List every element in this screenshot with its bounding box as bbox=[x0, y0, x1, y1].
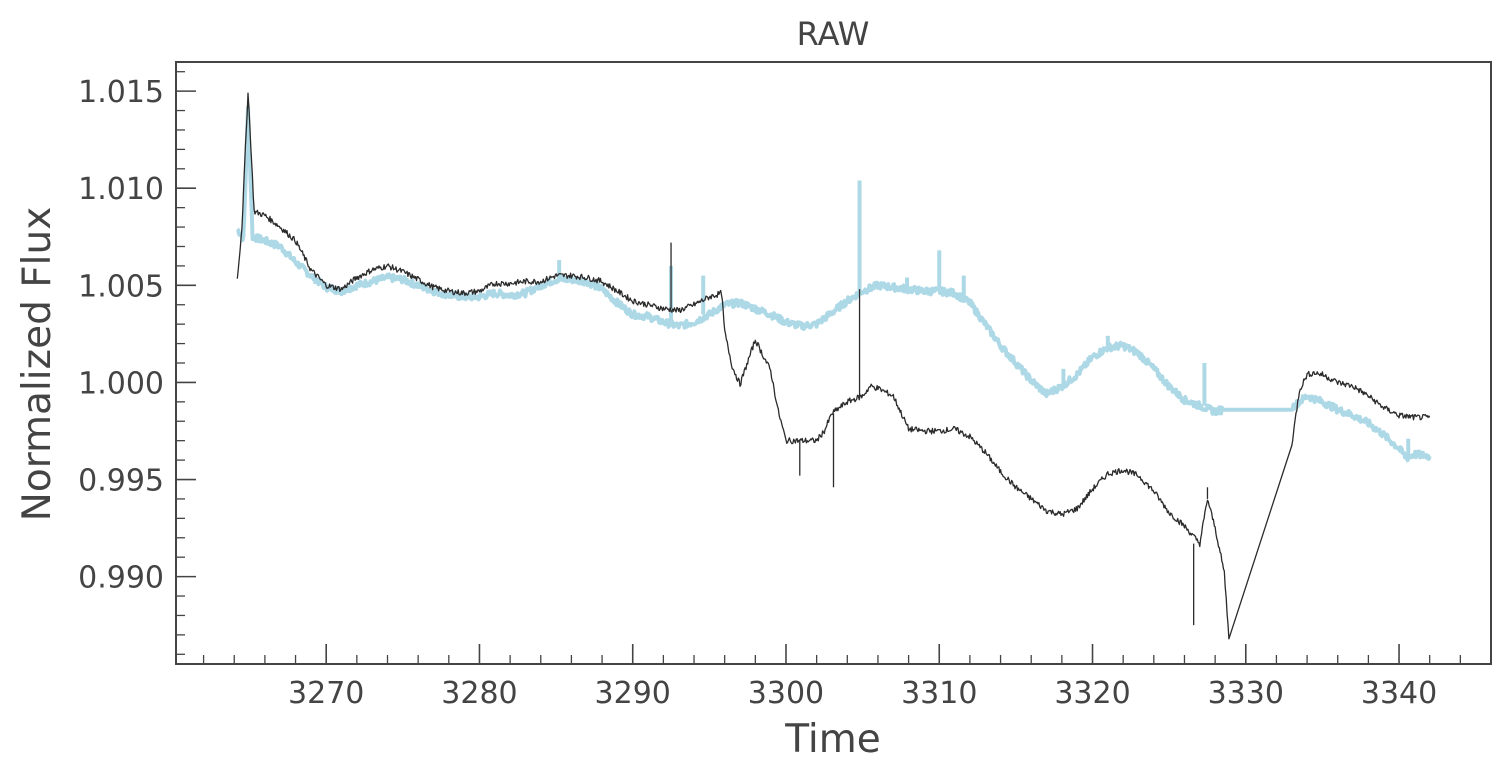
chart-title: RAW bbox=[797, 15, 870, 53]
x-tick-label: 3270 bbox=[288, 676, 364, 711]
x-axis-label: Time bbox=[784, 717, 880, 762]
x-tick-label: 3320 bbox=[1054, 676, 1130, 711]
y-tick-label: 0.995 bbox=[78, 464, 164, 499]
series-line-0 bbox=[235, 105, 1432, 463]
x-tick-label: 3280 bbox=[441, 676, 517, 711]
y-tick-label: 1.015 bbox=[78, 75, 164, 110]
x-tick-label: 3290 bbox=[595, 676, 671, 711]
plot-area bbox=[235, 92, 1432, 640]
x-tick-label: 3330 bbox=[1208, 676, 1284, 711]
plot-frame bbox=[175, 61, 1492, 665]
y-axis-label: Normalized Flux bbox=[15, 207, 60, 522]
y-tick-label: 1.000 bbox=[78, 366, 164, 401]
y-tick-label: 1.010 bbox=[78, 172, 164, 207]
axes: 3270 3280 3290 3300 3310 3320 3330 3340 0.990 0.9… bbox=[78, 71, 1492, 711]
x-tick-label: 3340 bbox=[1361, 676, 1437, 711]
y-tick-label: 1.005 bbox=[78, 269, 164, 304]
y-tick-label: 0.990 bbox=[78, 561, 164, 596]
x-tick-label: 3310 bbox=[901, 676, 977, 711]
series-line-1 bbox=[236, 92, 1431, 640]
x-tick-label: 3300 bbox=[748, 676, 824, 711]
